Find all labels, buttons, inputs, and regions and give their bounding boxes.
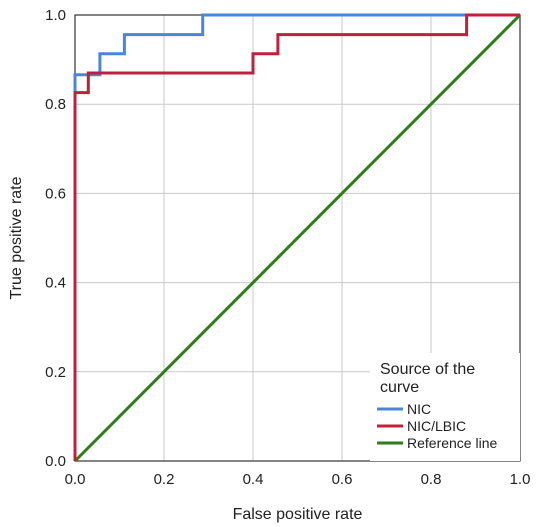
x-tick-label: 0.4 <box>243 471 264 488</box>
x-tick-label: 0.0 <box>65 471 86 488</box>
legend-title: Source of the <box>380 361 475 378</box>
y-tick-label: 0.0 <box>45 453 66 470</box>
x-tick-label: 0.8 <box>421 471 442 488</box>
y-tick-label: 0.6 <box>45 185 66 202</box>
series-line-reference-line <box>73 13 522 463</box>
legend-label-nic-lbic: NIC/LBIC <box>407 418 466 434</box>
series-lines <box>73 13 522 463</box>
legend-title: curve <box>380 379 419 396</box>
y-tick-label: 0.4 <box>45 275 66 292</box>
x-tick-label: 0.6 <box>332 471 353 488</box>
legend-label-reference-line: Reference line <box>407 435 497 451</box>
x-axis-title: False positive rate <box>233 506 363 523</box>
y-tick-label: 0.8 <box>45 96 66 113</box>
series-line-nic-lbic <box>73 13 520 461</box>
x-tick-label: 0.2 <box>154 471 175 488</box>
y-axis-title: True positive rate <box>8 176 25 299</box>
grid <box>75 15 520 461</box>
y-tick-label: 0.2 <box>45 364 66 381</box>
legend-label-nic: NIC <box>407 401 431 417</box>
series-line-nic <box>73 13 520 461</box>
y-tick-label: 1.0 <box>45 7 66 24</box>
x-tick-label: 1.0 <box>510 471 531 488</box>
tick-labels: 0.0 0.2 0.4 0.6 0.8 1.0 0.0 0.2 0.4 0.6 0.8 1.0 <box>45 7 530 488</box>
